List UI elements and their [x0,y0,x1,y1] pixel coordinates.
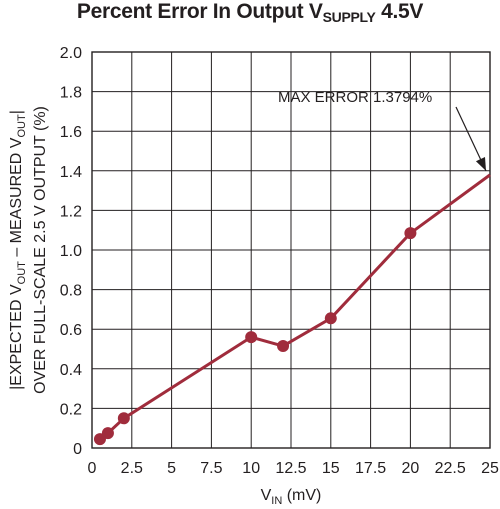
grid [91,51,491,449]
data-point [117,412,130,425]
x-tick-label: 25 [481,460,499,477]
data-point [245,331,258,344]
x-tick-label: 0 [88,460,97,477]
x-tick-label: 5 [167,460,176,477]
annotation-label: MAX ERROR 1.3794% [278,89,432,106]
y-tick-label: 0.8 [60,283,82,300]
plot-frame [91,51,491,449]
y-tick-label: 0.4 [60,362,82,379]
data-point [101,427,114,440]
x-tick-label: 7.5 [200,460,222,477]
x-tick-label: 2.5 [121,460,143,477]
y-tick-label: 1.4 [60,164,82,181]
y-tick-label: 1.0 [60,243,82,260]
y-tick-label: 1.6 [60,124,82,141]
y-tick-label: 2.0 [60,45,82,62]
y-axis-label-line1: |EXPECTED VOUT – MEASURED VOUT| [8,110,28,390]
y-tick-label: 1.2 [60,203,82,220]
x-axis-ticks: 0 2.5 5 7.5 10 12.5 15 17.5 20 22.5 25 [88,460,499,477]
y-axis-label: |EXPECTED VOUT – MEASURED VOUT| OVER FULL… [8,106,49,394]
series-line [99,173,491,441]
y-tick-label: 0.6 [60,322,82,339]
y-tick-label: 0 [73,441,82,458]
y-tick-label: 1.8 [60,85,82,102]
y-tick-label: 0.2 [60,401,82,418]
series-layer [93,173,491,446]
x-tick-label: 22.5 [435,460,466,477]
x-axis-label: VIN (mV) [261,487,322,507]
x-tick-label: 10 [242,460,260,477]
x-tick-label: 12.5 [275,460,306,477]
chart-title-suffix: 4.5V [375,0,424,23]
data-point [324,312,337,325]
x-tick-label: 15 [322,460,340,477]
y-axis-ticks: 0 0.2 0.4 0.6 0.8 1.0 1.2 1.4 1.6 1.8 2.0 [60,45,82,458]
annotation: MAX ERROR 1.3794% [278,89,487,172]
y-axis-label-line2: OVER FULL-SCALE 2.5 V OUTPUT (%) [32,106,49,394]
x-tick-label: 20 [402,460,420,477]
data-point [277,340,290,353]
data-point [404,227,417,240]
chart-title-subscript: SUPPLY [322,9,376,25]
x-tick-label: 17.5 [355,460,386,477]
annotation-arrowhead [475,156,486,171]
chart-title-prefix: Percent Error In Output V [76,0,323,23]
chart-title: Percent Error In Output VSUPPLY 4.5V [0,0,500,25]
